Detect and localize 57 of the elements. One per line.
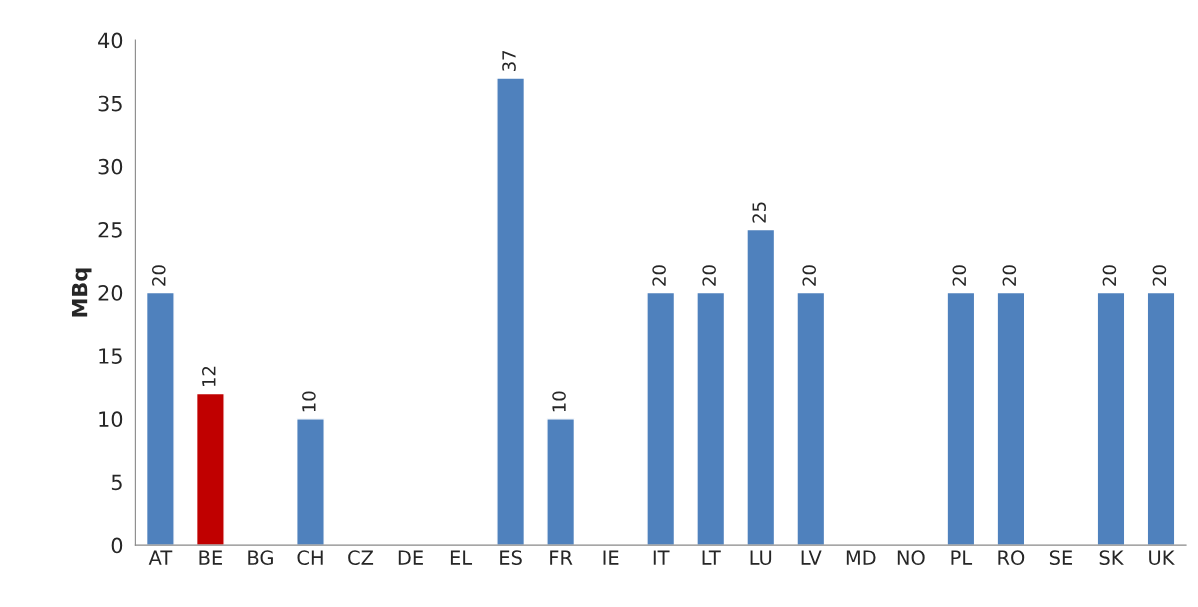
- data-label: 20: [1102, 265, 1117, 286]
- x-tick-label: LU: [750, 550, 772, 565]
- y-axis-title: MBq: [71, 268, 92, 317]
- data-label: 20: [652, 265, 666, 286]
- y-tick-label: 30: [98, 158, 123, 175]
- y-tick-label: 35: [98, 95, 122, 112]
- x-tick-label: NO: [897, 550, 925, 565]
- bar: [1096, 291, 1126, 546]
- y-tick-label: 15: [99, 348, 122, 364]
- x-tick-label: BE: [199, 550, 222, 565]
- data-label: 20: [802, 265, 817, 286]
- y-tick-label: 25: [98, 221, 122, 238]
- x-tick-label: LT: [702, 550, 721, 565]
- bar: [996, 291, 1026, 546]
- bar: [546, 418, 576, 546]
- x-tick-label: SE: [1049, 550, 1073, 565]
- x-tick-label: LV: [801, 550, 822, 565]
- y-tick-label: 10: [99, 411, 123, 428]
- y-tick-label: 20: [98, 285, 123, 301]
- x-tick-label: RO: [998, 550, 1025, 565]
- bar: [296, 418, 325, 546]
- x-tick-label: AT: [148, 550, 173, 565]
- x-tick-label: IE: [603, 550, 619, 565]
- bar: [1146, 291, 1176, 546]
- x-tick-label: EL: [450, 550, 473, 565]
- data-label: 12: [202, 366, 216, 387]
- y-tick-label: 5: [111, 474, 122, 491]
- data-label: 20: [952, 265, 967, 286]
- data-label: 20: [151, 265, 166, 286]
- bar: [946, 291, 976, 546]
- bar: [696, 291, 726, 546]
- bar: [646, 291, 676, 546]
- x-tick-label: DE: [398, 550, 423, 565]
- y-tick-label: 40: [98, 32, 123, 49]
- data-label: 25: [752, 202, 766, 223]
- x-tick-label: BG: [248, 550, 273, 565]
- x-tick-label: IT: [653, 550, 670, 565]
- data-label: 37: [502, 50, 516, 72]
- data-label: 10: [552, 391, 566, 412]
- data-label: 10: [302, 391, 316, 412]
- y-tick-label: 0: [111, 537, 123, 554]
- x-tick-label: UK: [1149, 550, 1175, 565]
- x-tick-label: PL: [951, 550, 973, 565]
- x-tick-label: ES: [500, 550, 522, 565]
- data-label: 20: [1152, 265, 1167, 286]
- bar: [796, 291, 826, 546]
- data-label: 20: [702, 265, 716, 286]
- bar: [746, 228, 776, 546]
- bar: [195, 392, 225, 546]
- bar: [496, 77, 526, 546]
- data-label: 20: [1002, 265, 1017, 286]
- x-tick-label: CH: [297, 550, 323, 565]
- bar: [145, 291, 175, 546]
- x-tick-label: SK: [1099, 550, 1124, 565]
- x-tick-label: MD: [846, 550, 876, 565]
- x-tick-label: FR: [550, 550, 573, 565]
- x-tick-label: CZ: [348, 550, 374, 565]
